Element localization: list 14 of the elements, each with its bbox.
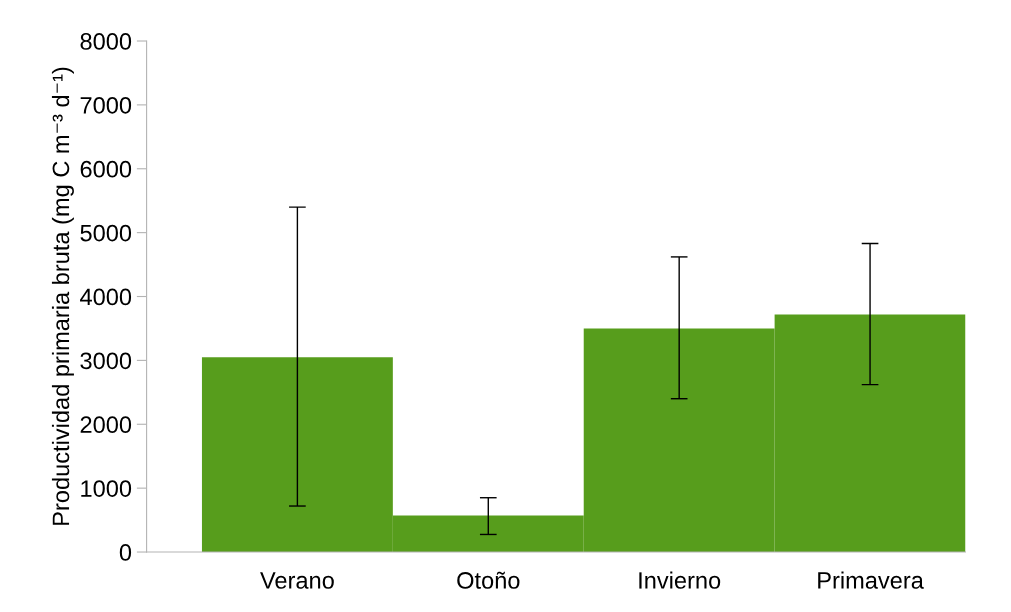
x-tick-label: Otoño (457, 571, 520, 589)
y-tick-label: 0 (119, 544, 132, 561)
y-tick-label: 8000 (80, 33, 132, 50)
y-tick-label: 6000 (80, 160, 132, 178)
y-tick-label: 5000 (80, 224, 132, 242)
y-tick-label: 1000 (81, 480, 132, 497)
y-tick-label: 3000 (80, 352, 132, 370)
y-tick-label: 7000 (80, 96, 132, 114)
x-tick-label: Verano (260, 572, 334, 589)
y-tick-label: 4000 (80, 288, 132, 306)
x-tick-label: Primavera (818, 571, 924, 589)
y-tick-label: 2000 (80, 416, 132, 434)
x-tick-label: Invierno (639, 571, 721, 589)
y-axis-title: Productividad primaria bruta (mg C m⁻³ d⁻¹) (51, 67, 74, 525)
